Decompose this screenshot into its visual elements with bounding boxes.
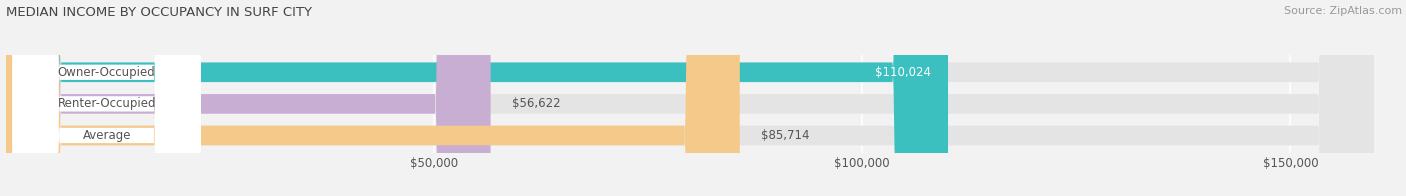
FancyBboxPatch shape [6,0,740,196]
Text: Source: ZipAtlas.com: Source: ZipAtlas.com [1284,6,1402,16]
Text: $110,024: $110,024 [875,66,931,79]
FancyBboxPatch shape [13,0,201,196]
Text: Owner-Occupied: Owner-Occupied [58,66,156,79]
FancyBboxPatch shape [13,0,201,196]
FancyBboxPatch shape [6,0,491,196]
Text: MEDIAN INCOME BY OCCUPANCY IN SURF CITY: MEDIAN INCOME BY OCCUPANCY IN SURF CITY [6,6,312,19]
FancyBboxPatch shape [6,0,948,196]
Text: $56,622: $56,622 [512,97,561,110]
FancyBboxPatch shape [6,0,1374,196]
FancyBboxPatch shape [6,0,1374,196]
Text: Average: Average [83,129,131,142]
FancyBboxPatch shape [13,0,201,196]
Text: Renter-Occupied: Renter-Occupied [58,97,156,110]
FancyBboxPatch shape [6,0,1374,196]
Text: $85,714: $85,714 [761,129,810,142]
